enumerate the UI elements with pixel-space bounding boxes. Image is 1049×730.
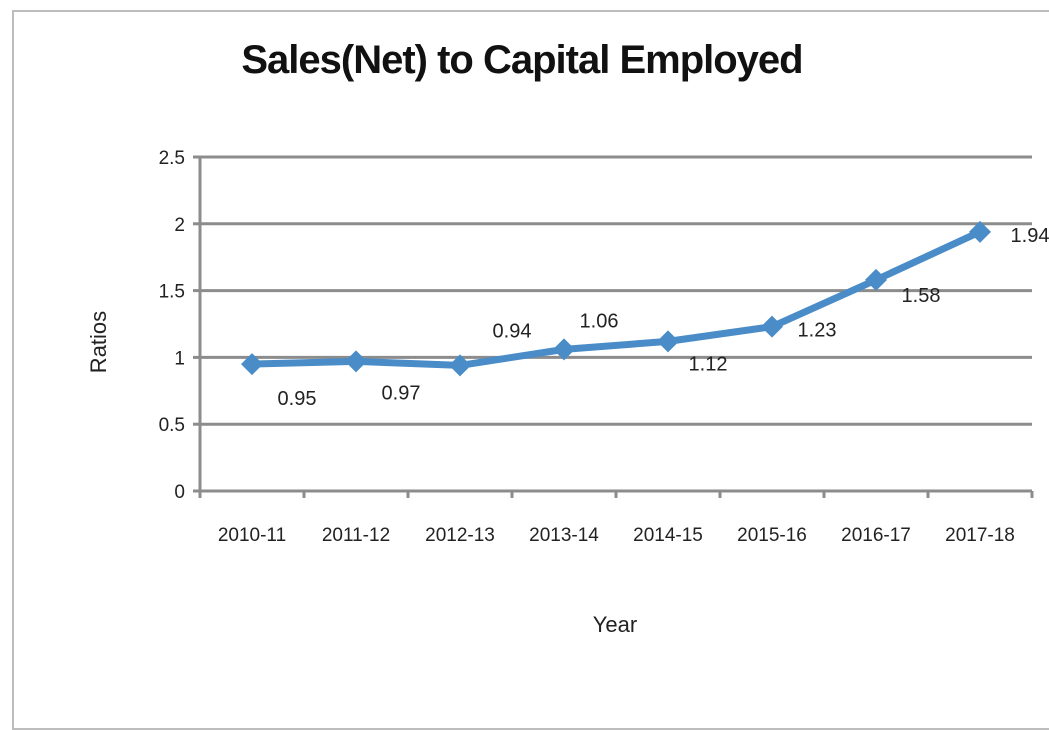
x-tick-label: 2015-16 [737, 525, 807, 546]
y-tick-label: 0.5 [159, 415, 185, 436]
y-tick-label: 1 [174, 348, 185, 369]
x-tick-labels: 2010-11 2011-12 2012-13 2013-14 2014-15 2015-… [218, 525, 1015, 546]
x-tick-label: 2012-13 [425, 525, 495, 546]
data-label: 1.94 [1011, 225, 1049, 247]
data-point-marker [657, 330, 679, 353]
y-tick-label: 0 [174, 482, 185, 503]
data-point-marker [449, 354, 471, 377]
data-point-marker [865, 268, 887, 291]
gridlines [200, 155, 1032, 426]
y-tick-labels: 0 0.5 1 1.5 2 2.5 [159, 148, 185, 503]
series-line-path [248, 228, 984, 369]
chart-title: Sales(Net) to Capital Employed [241, 38, 803, 82]
data-label: 0.95 [278, 388, 317, 410]
data-point-marker [241, 353, 263, 376]
data-label: 1.58 [902, 285, 941, 307]
data-point-marker [969, 220, 991, 243]
line-chart: 0 0.5 1 1.5 2 2.5 2010-11 2011-12 2012-13 2013-1… [86, 148, 1049, 637]
data-point-marker [553, 338, 575, 361]
data-labels: 0.95 0.97 0.94 1.06 1.12 1.23 1.58 1.94 [278, 225, 1049, 410]
data-point-marker [761, 315, 783, 338]
y-axis-title: Ratios [86, 311, 111, 373]
y-tick-label: 1.5 [159, 282, 185, 303]
y-tick-label: 2.5 [159, 148, 185, 169]
chart-frame [12, 10, 1049, 730]
x-tick-label: 2011-12 [322, 525, 390, 546]
data-label: 0.97 [382, 382, 421, 404]
data-label: 1.12 [689, 353, 728, 375]
series-line [241, 220, 991, 377]
x-tick-label: 2010-11 [218, 525, 286, 546]
x-tick-label: 2013-14 [529, 525, 599, 546]
data-label: 1.06 [580, 310, 619, 332]
x-tick-label: 2017-18 [945, 525, 1015, 546]
x-tick-label: 2016-17 [841, 525, 911, 546]
axes [193, 155, 1034, 498]
data-point-marker [345, 350, 367, 373]
x-axis-title: Year [593, 612, 637, 637]
data-label: 0.94 [493, 320, 532, 342]
data-label: 1.23 [798, 320, 837, 342]
y-tick-label: 2 [174, 215, 185, 236]
x-tick-label: 2014-15 [633, 525, 703, 546]
